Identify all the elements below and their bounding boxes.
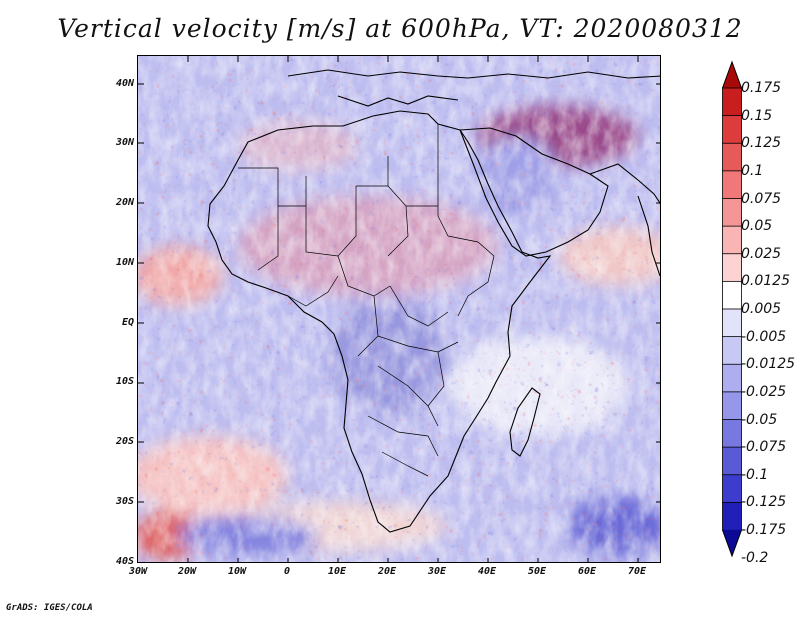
lon-label-70e: 70E bbox=[627, 566, 647, 577]
colorbar-label: -0.05 bbox=[741, 411, 778, 428]
colorbar bbox=[722, 60, 742, 558]
colorbar-swatch bbox=[722, 474, 742, 504]
colorbar-label: -0.075 bbox=[741, 439, 787, 456]
colorbar-swatch bbox=[722, 170, 742, 200]
colorbar-label: -0.1 bbox=[741, 466, 769, 483]
colorbar-label: -0.125 bbox=[741, 494, 787, 511]
lon-label-50e: 50E bbox=[527, 566, 547, 577]
colorbar-swatch bbox=[722, 87, 742, 117]
lon-label-20e: 20E bbox=[377, 566, 397, 577]
colorbar-swatch-top bbox=[722, 62, 742, 88]
colorbar-label: 0.075 bbox=[741, 190, 782, 207]
colorbar-label: -0.025 bbox=[741, 383, 787, 400]
colorbar-label: -0.0125 bbox=[741, 356, 796, 373]
colorbar-label: 0.025 bbox=[741, 245, 782, 262]
colorbar-top-arrow bbox=[722, 60, 742, 89]
colorbar-swatch bbox=[722, 501, 742, 531]
lon-label-10e: 10E bbox=[327, 566, 347, 577]
colorbar-swatch bbox=[722, 308, 742, 338]
lon-label-30w: 30W bbox=[128, 566, 148, 577]
lon-label-10w: 10W bbox=[227, 566, 247, 577]
lat-label-eq: EQ bbox=[121, 317, 134, 328]
colorbar-label: 0.15 bbox=[741, 107, 773, 124]
colorbar-swatch bbox=[722, 142, 742, 172]
coastlines bbox=[207, 69, 660, 533]
lon-label-30e: 30E bbox=[427, 566, 447, 577]
colorbar-swatch bbox=[722, 446, 742, 476]
country-borders bbox=[238, 124, 495, 477]
colorbar-label: 0.1 bbox=[741, 162, 764, 179]
lon-label-0: 0 bbox=[283, 566, 291, 577]
colorbar-bottom-arrow bbox=[722, 529, 742, 558]
lat-label-30n: 30N bbox=[115, 137, 134, 148]
velocity-field bbox=[138, 56, 660, 562]
colorbar-swatch-bottom bbox=[722, 530, 742, 556]
lat-label-10s: 10S bbox=[115, 376, 134, 387]
colorbar-label: 0.05 bbox=[741, 218, 773, 235]
lat-label-40n: 40N bbox=[115, 78, 134, 89]
colorbar-label: 0.005 bbox=[741, 301, 782, 317]
lon-label-20w: 20W bbox=[177, 566, 197, 577]
map-panel bbox=[137, 55, 661, 563]
lon-label-40e: 40E bbox=[477, 566, 497, 577]
colorbar-label: -0.2 bbox=[741, 549, 769, 566]
frame-ticks bbox=[138, 56, 660, 562]
footer-credit: GrADS: IGES/COLA bbox=[6, 603, 93, 613]
colorbar-label: 0.125 bbox=[741, 135, 782, 152]
lat-label-40s: 40S bbox=[115, 556, 134, 567]
colorbar-label: -0.175 bbox=[741, 522, 787, 538]
lat-label-20s: 20S bbox=[115, 436, 134, 447]
lon-label-60e: 60E bbox=[577, 566, 597, 577]
colorbar-swatch bbox=[722, 391, 742, 421]
colorbar-swatch bbox=[722, 336, 742, 365]
lat-label-10n: 10N bbox=[115, 257, 134, 268]
colorbar-label: -0.005 bbox=[741, 328, 787, 345]
lat-label-30s: 30S bbox=[115, 496, 134, 507]
colorbar-swatch bbox=[722, 225, 742, 255]
chart-title: Vertical velocity [m/s] at 600hPa, VT: 2… bbox=[57, 14, 743, 43]
colorbar-label: 0.0125 bbox=[741, 273, 790, 290]
colorbar-label: 0.175 bbox=[741, 80, 782, 96]
colorbar-swatch bbox=[722, 280, 742, 310]
colorbar-swatch bbox=[722, 419, 742, 448]
colorbar-swatch bbox=[722, 198, 742, 227]
colorbar-swatch bbox=[722, 253, 742, 283]
colorbar-swatch bbox=[722, 363, 742, 393]
lat-label-20n: 20N bbox=[115, 197, 134, 208]
colorbar-swatches bbox=[722, 62, 742, 556]
colorbar-swatch bbox=[722, 115, 742, 144]
white-streaks bbox=[138, 56, 660, 562]
